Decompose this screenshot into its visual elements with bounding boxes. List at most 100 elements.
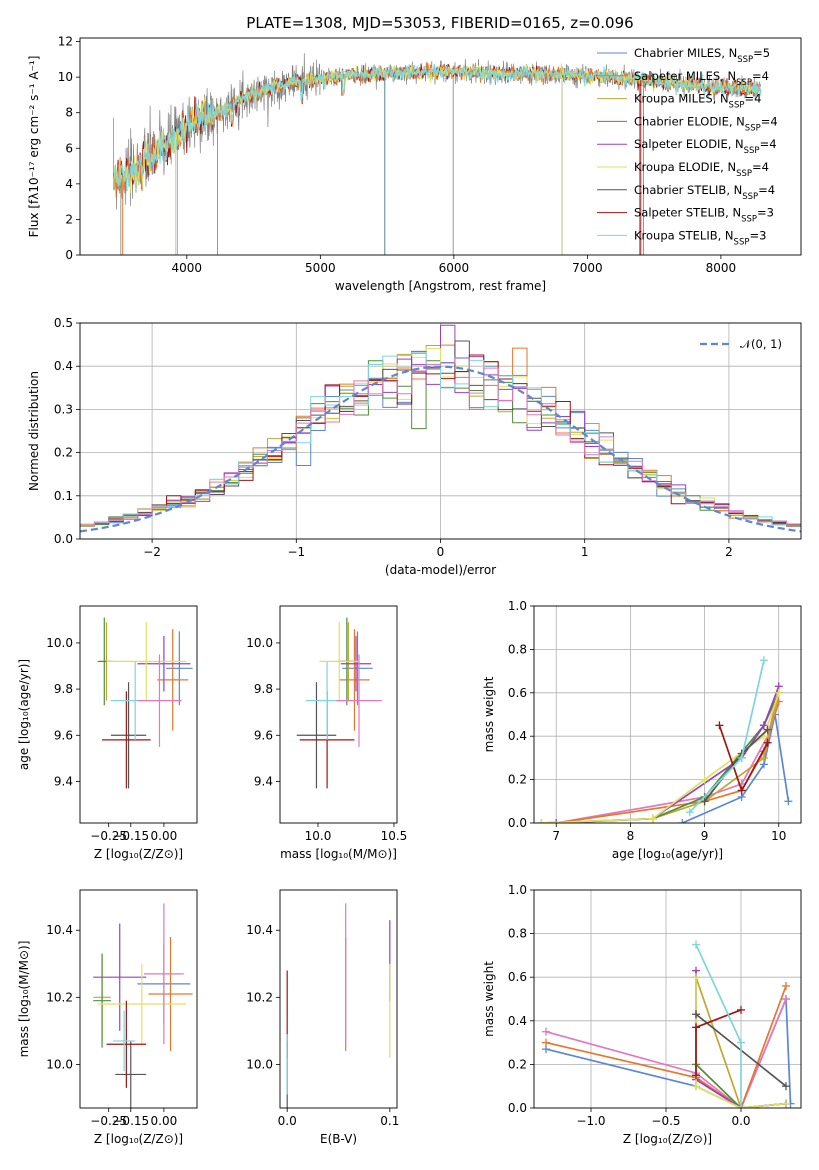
plot-frame	[79, 605, 198, 824]
legend-name: Chabrier STELIB, N	[634, 183, 742, 197]
y-axis-label: age [log₁₀(age/yr)]	[17, 659, 31, 770]
plot-frame	[533, 605, 802, 824]
plot-frame	[79, 889, 198, 1109]
y-tick-label: 10.2	[46, 990, 73, 1004]
x-tick-label: 1	[581, 545, 589, 559]
error-bars	[97, 617, 193, 789]
x-tick-label: 6000	[439, 261, 470, 275]
y-tick-label: 0.2	[508, 1057, 527, 1071]
x-tick-label: −2	[143, 545, 161, 559]
legend-count: =4	[761, 114, 778, 128]
y-tick-label: 1.0	[508, 599, 527, 613]
legend-entry: Kroupa ELODIE, NSSP=4	[634, 160, 769, 179]
legend-count: =4	[752, 160, 769, 174]
x-tick-label: 10	[771, 829, 786, 843]
legend-subscript: SSP	[734, 237, 750, 247]
y-tick-label: 4	[65, 177, 73, 191]
age-vs-mass-panel: 10.0 10.5 9.4 9.6 9.8 10.0 mass [log₁₀(M/M⊙)]	[246, 605, 408, 861]
x-tick-label: 2	[725, 545, 733, 559]
x-tick-label: 8000	[706, 261, 737, 275]
y-tick-label: 6	[65, 141, 73, 155]
legend-entry: Kroupa MILES, NSSP=4	[634, 92, 761, 111]
y-tick-label: 0	[65, 248, 73, 262]
weight-series-line	[556, 701, 780, 823]
x-axis-label: Z [log₁₀(Z/Z⊙)]	[94, 847, 183, 861]
y-tick-label: 10.0	[246, 1057, 273, 1071]
weight-series-line	[545, 998, 787, 1108]
legend-entry: Salpeter ELODIE, NSSP=4	[634, 137, 777, 156]
plot-frame	[279, 605, 398, 824]
legend-name: Kroupa STELIB, N	[634, 228, 734, 242]
y-tick-label: 9.8	[254, 682, 273, 696]
plot-frame	[79, 322, 802, 540]
legend-entry: Chabrier STELIB, NSSP=4	[634, 183, 775, 202]
y-tick-label: 0.6	[508, 686, 527, 700]
x-tick-label: 7	[552, 829, 560, 843]
x-tick-label: 8	[627, 829, 635, 843]
legend-name: Kroupa ELODIE, N	[634, 160, 736, 174]
model-spectrum	[113, 63, 762, 194]
y-tick-label: 0.2	[508, 773, 527, 787]
x-tick-label: 0.0	[731, 1114, 750, 1128]
age-vs-metallicity-panel: −0.25−0.15 0.00 9.4 9.6 9.8 10.0 Z [log₁₀(Z/Z⊙…	[17, 605, 198, 861]
weight-series-line	[681, 714, 790, 823]
x-tick-label: −1	[287, 545, 305, 559]
x-tick-label: 4000	[172, 261, 203, 275]
y-tick-label: 9.4	[254, 774, 273, 788]
mass-vs-extinction-panel: 0.0 0.1 10.0 10.2 10.4 E(B-V)	[246, 889, 399, 1146]
spectrum-lines	[112, 53, 762, 255]
x-axis-label: wavelength [Angstrom, rest frame]	[335, 279, 546, 293]
x-axis-label: Z [log₁₀(Z/Z⊙)]	[623, 1132, 712, 1146]
y-axis-label: Normed distribution	[27, 371, 41, 491]
y-tick-label: 8	[65, 106, 73, 120]
error-bars	[296, 617, 382, 789]
x-axis-label: (data-model)/error	[385, 563, 496, 577]
spectrum-panel: 4000 5000 6000 7000 8000 0 2 4 6 8 10 12 wavelength …	[27, 35, 802, 293]
x-tick-label: 0	[437, 545, 445, 559]
y-tick-label: 0.8	[508, 927, 527, 941]
histogram-group	[80, 324, 801, 533]
y-tick-label: 10.0	[46, 636, 73, 650]
y-tick-label: 0.8	[508, 642, 527, 656]
y-tick-label: 9.4	[54, 774, 73, 788]
x-tick-label: 5000	[305, 261, 336, 275]
plot-frame	[79, 37, 802, 256]
error-bars	[93, 903, 193, 1108]
y-tick-label: 0.2	[54, 446, 73, 460]
y-tick-label: 0.4	[54, 359, 73, 373]
x-tick-label: −0.15	[112, 829, 149, 843]
legend-subscript: SSP	[742, 192, 758, 202]
y-axis-label: Flux [fλ10⁻¹⁷ erg cm⁻² s⁻¹ A⁻¹]	[27, 56, 41, 238]
y-tick-label: 2	[65, 212, 73, 226]
legend-count: =3	[749, 228, 766, 242]
x-tick-label: 0.00	[151, 1114, 178, 1128]
y-tick-label: 0.5	[54, 316, 73, 330]
legend-entry: 𝒩(0, 1)	[740, 337, 782, 351]
x-tick-label: 9	[701, 829, 709, 843]
y-tick-label: 0.4	[508, 1014, 527, 1028]
y-tick-label: 0.4	[508, 729, 527, 743]
plot-frame	[533, 889, 802, 1109]
weight-series-line	[545, 998, 792, 1108]
legend-subscript: SSP	[744, 146, 760, 156]
x-tick-label: −0.5	[651, 1114, 680, 1128]
y-tick-label: 10.0	[246, 636, 273, 650]
legend-entry: Kroupa STELIB, NSSP=3	[634, 228, 766, 247]
x-tick-label: 0.1	[380, 1114, 399, 1128]
mass-vs-metallicity-panel: −0.25−0.15 0.00 10.0 10.2 10.4 Z [log₁₀(Z/Z⊙)…	[17, 889, 198, 1146]
legend-subscript: SSP	[745, 123, 761, 133]
legend-count: =4	[760, 137, 777, 151]
y-tick-label: 0.1	[54, 489, 73, 503]
x-axis-label: E(B-V)	[320, 1132, 357, 1146]
y-axis-label: mass weight	[482, 961, 496, 1037]
legend-entry: Chabrier ELODIE, NSSP=4	[634, 114, 778, 133]
y-tick-label: 12	[58, 35, 73, 49]
x-tick-label: 10.5	[381, 829, 408, 843]
y-tick-label: 0.0	[508, 1101, 527, 1115]
x-tick-label: 10.0	[305, 829, 332, 843]
legend-count: =3	[757, 206, 774, 220]
y-tick-label: 9.6	[54, 728, 73, 742]
plot-frame	[279, 889, 398, 1109]
